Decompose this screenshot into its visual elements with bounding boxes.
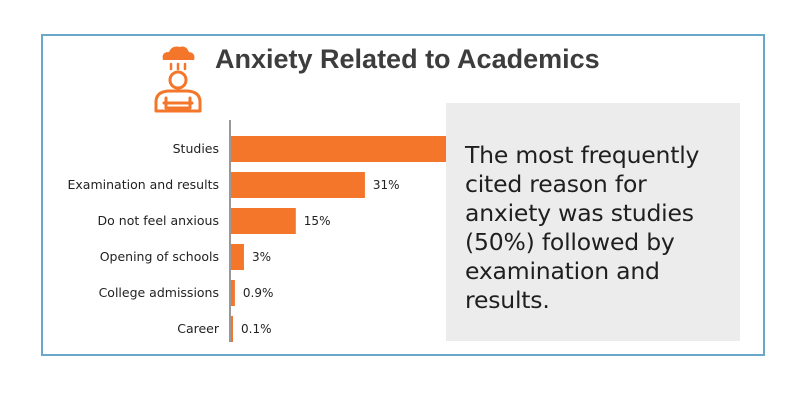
category-label: Studies bbox=[173, 141, 219, 156]
value-label: 15% bbox=[304, 214, 331, 228]
bar bbox=[231, 172, 365, 198]
chart-title: Anxiety Related to Academics bbox=[215, 44, 600, 74]
category-label: Examination and results bbox=[68, 177, 219, 192]
category-label: Opening of schools bbox=[100, 249, 219, 264]
category-label: Career bbox=[177, 321, 220, 336]
value-label: 3% bbox=[252, 250, 271, 264]
bar bbox=[231, 316, 233, 342]
value-label: 0.1% bbox=[241, 322, 272, 336]
summary-text: The most frequently cited reason for anx… bbox=[465, 141, 700, 314]
stressed-person-rain-cloud-icon bbox=[154, 46, 202, 113]
category-label: College admissions bbox=[99, 285, 219, 300]
bar bbox=[231, 136, 447, 162]
bar bbox=[231, 280, 235, 306]
summary-callout: The most frequently cited reason for anx… bbox=[446, 103, 740, 341]
category-label: Do not feel anxious bbox=[98, 213, 219, 228]
bar bbox=[231, 244, 244, 270]
bar bbox=[231, 208, 296, 234]
value-label: 31% bbox=[373, 178, 400, 192]
value-label: 0.9% bbox=[243, 286, 274, 300]
